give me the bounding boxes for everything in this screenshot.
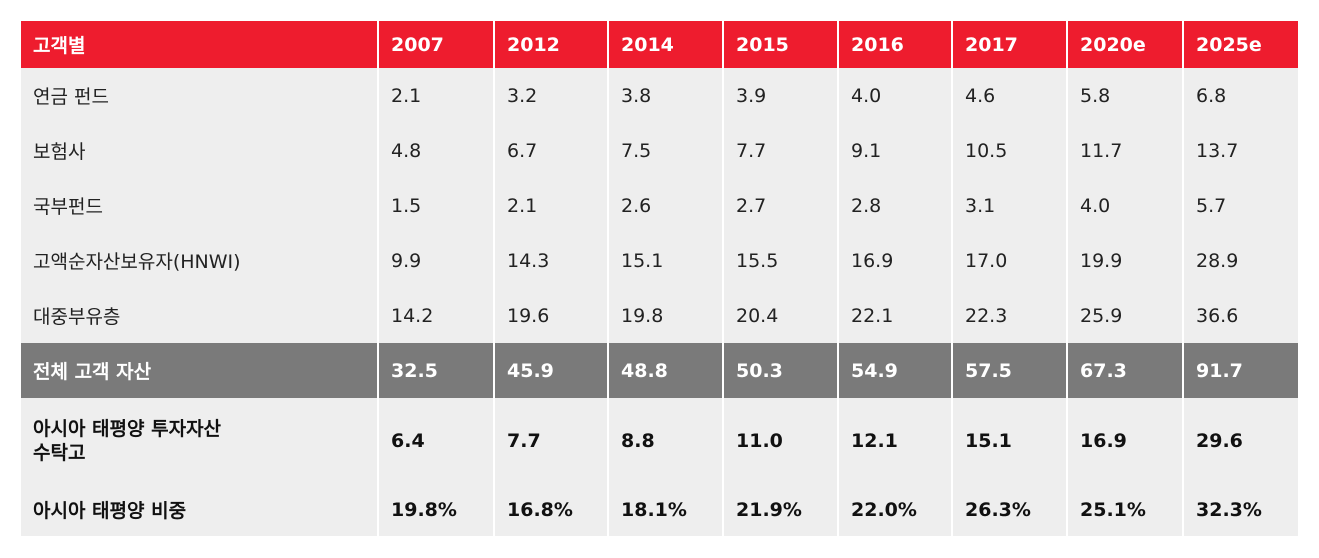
table-cell: 11.7: [1066, 123, 1182, 178]
header-cell: 고객별: [21, 21, 377, 68]
row-label: 아시아 태평양 투자자산 수탁고: [21, 398, 377, 483]
table-cell: 50.3: [722, 343, 837, 398]
table-cell: 17.0: [951, 233, 1066, 288]
table-cell: 16.9: [837, 233, 951, 288]
table-cell: 14.3: [493, 233, 607, 288]
table-cell: 54.9: [837, 343, 951, 398]
table-cell: 16.8%: [493, 483, 607, 536]
table-cell: 45.9: [493, 343, 607, 398]
table-cell: 21.9%: [722, 483, 837, 536]
header-cell: 2017: [951, 21, 1066, 68]
header-cell: 2025e: [1182, 21, 1298, 68]
table-cell: 67.3: [1066, 343, 1182, 398]
row-label: 국부펀드: [21, 178, 377, 233]
row-label: 대중부유층: [21, 288, 377, 343]
table-cell: 25.1%: [1066, 483, 1182, 536]
row-label: 보험사: [21, 123, 377, 178]
table-cell: 22.0%: [837, 483, 951, 536]
table-cell: 32.3%: [1182, 483, 1298, 536]
table-cell: 16.9: [1066, 398, 1182, 483]
table-cell: 57.5: [951, 343, 1066, 398]
table-cell: 25.9: [1066, 288, 1182, 343]
table-row: 보험사 4.8 6.7 7.5 7.7 9.1 10.5 11.7 13.7: [21, 123, 1298, 178]
table-header-row: 고객별 2007 2012 2014 2015 2016 2017 2020e …: [21, 21, 1298, 68]
table-cell: 2.8: [837, 178, 951, 233]
table-cell: 2.1: [377, 68, 493, 123]
table-cell: 20.4: [722, 288, 837, 343]
table-cell: 4.8: [377, 123, 493, 178]
table-cell: 15.5: [722, 233, 837, 288]
table-cell: 4.0: [837, 68, 951, 123]
table-cell: 5.8: [1066, 68, 1182, 123]
total-row: 전체 고객 자산 32.5 45.9 48.8 50.3 54.9 57.5 6…: [21, 343, 1298, 398]
table-cell: 11.0: [722, 398, 837, 483]
table-cell: 3.1: [951, 178, 1066, 233]
table-cell: 6.8: [1182, 68, 1298, 123]
header-cell: 2020e: [1066, 21, 1182, 68]
table-cell: 19.9: [1066, 233, 1182, 288]
table-cell: 22.3: [951, 288, 1066, 343]
apac-share-row: 아시아 태평양 비중 19.8% 16.8% 18.1% 21.9% 22.0%…: [21, 483, 1298, 536]
table-cell: 6.7: [493, 123, 607, 178]
table-row: 고액순자산보유자(HNWI) 9.9 14.3 15.1 15.5 16.9 1…: [21, 233, 1298, 288]
table-cell: 48.8: [607, 343, 722, 398]
table-cell: 10.5: [951, 123, 1066, 178]
asset-table: 고객별 2007 2012 2014 2015 2016 2017 2020e …: [21, 21, 1298, 536]
row-label: 고액순자산보유자(HNWI): [21, 233, 377, 288]
table-cell: 7.7: [722, 123, 837, 178]
header-cell: 2007: [377, 21, 493, 68]
table-cell: 19.6: [493, 288, 607, 343]
table-cell: 3.2: [493, 68, 607, 123]
table-cell: 22.1: [837, 288, 951, 343]
table-row: 국부펀드 1.5 2.1 2.6 2.7 2.8 3.1 4.0 5.7: [21, 178, 1298, 233]
table-cell: 15.1: [607, 233, 722, 288]
header-cell: 2015: [722, 21, 837, 68]
row-label: 전체 고객 자산: [21, 343, 377, 398]
table-cell: 19.8: [607, 288, 722, 343]
table-cell: 2.1: [493, 178, 607, 233]
row-label: 연금 펀드: [21, 68, 377, 123]
table-cell: 9.1: [837, 123, 951, 178]
table-cell: 19.8%: [377, 483, 493, 536]
table-cell: 8.8: [607, 398, 722, 483]
table-row: 대중부유층 14.2 19.6 19.8 20.4 22.1 22.3 25.9…: [21, 288, 1298, 343]
table-cell: 14.2: [377, 288, 493, 343]
table-cell: 28.9: [1182, 233, 1298, 288]
row-label: 아시아 태평양 비중: [21, 483, 377, 536]
table-cell: 3.9: [722, 68, 837, 123]
table-cell: 32.5: [377, 343, 493, 398]
table-cell: 3.8: [607, 68, 722, 123]
table-cell: 4.0: [1066, 178, 1182, 233]
table-cell: 2.6: [607, 178, 722, 233]
table-cell: 29.6: [1182, 398, 1298, 483]
table-cell: 1.5: [377, 178, 493, 233]
header-cell: 2016: [837, 21, 951, 68]
table-cell: 9.9: [377, 233, 493, 288]
table-cell: 12.1: [837, 398, 951, 483]
header-cell: 2012: [493, 21, 607, 68]
table-cell: 5.7: [1182, 178, 1298, 233]
table-cell: 18.1%: [607, 483, 722, 536]
table-cell: 2.7: [722, 178, 837, 233]
table-cell: 7.7: [493, 398, 607, 483]
table-cell: 6.4: [377, 398, 493, 483]
apac-aum-row: 아시아 태평양 투자자산 수탁고 6.4 7.7 8.8 11.0 12.1 1…: [21, 398, 1298, 483]
table-cell: 13.7: [1182, 123, 1298, 178]
table-row: 연금 펀드 2.1 3.2 3.8 3.9 4.0 4.6 5.8 6.8: [21, 68, 1298, 123]
table-cell: 26.3%: [951, 483, 1066, 536]
table-cell: 7.5: [607, 123, 722, 178]
table-cell: 4.6: [951, 68, 1066, 123]
table-cell: 36.6: [1182, 288, 1298, 343]
table-cell: 15.1: [951, 398, 1066, 483]
header-cell: 2014: [607, 21, 722, 68]
table-cell: 91.7: [1182, 343, 1298, 398]
